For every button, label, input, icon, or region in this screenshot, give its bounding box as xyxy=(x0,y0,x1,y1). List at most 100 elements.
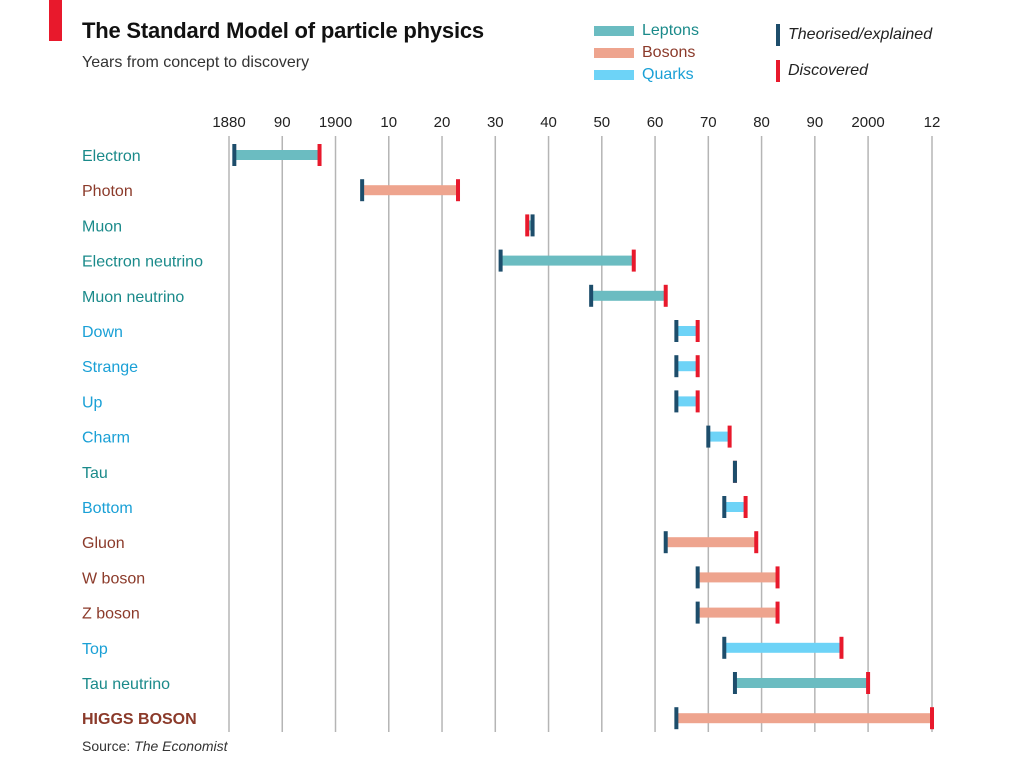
chart-subtitle: Years from concept to discovery xyxy=(82,54,310,71)
range-bar xyxy=(697,572,778,583)
theorised-marker xyxy=(674,320,679,342)
range-bar xyxy=(724,502,746,512)
row-label: Electron neutrino xyxy=(82,254,203,271)
x-tick-label: 80 xyxy=(753,114,770,131)
discovered-marker xyxy=(456,179,461,202)
row-label: HIGGS BOSON xyxy=(82,711,197,728)
x-tick-label: 12 xyxy=(924,114,941,131)
row-label: W boson xyxy=(82,570,145,587)
discovered-marker xyxy=(775,601,780,624)
row-label: Strange xyxy=(82,359,138,376)
legend-theorised-marker xyxy=(776,24,780,46)
row-label: Gluon xyxy=(82,535,125,552)
theorised-marker xyxy=(530,214,535,237)
range-bar xyxy=(676,396,698,407)
legend-discovered: Discovered xyxy=(776,60,868,82)
theorised-marker xyxy=(695,566,700,589)
legend-leptons: Leptons xyxy=(594,22,699,40)
row-label: Bottom xyxy=(82,500,133,517)
theorised-marker xyxy=(722,636,727,659)
legend-bosons-swatch xyxy=(594,48,634,58)
discovered-marker xyxy=(695,320,700,342)
discovered-marker xyxy=(866,672,871,694)
chart-title: The Standard Model of particle physics xyxy=(82,18,484,43)
theorised-marker xyxy=(695,601,700,624)
theorised-marker xyxy=(674,390,679,413)
discovered-marker xyxy=(695,390,700,413)
row-label: Z boson xyxy=(82,606,140,623)
x-tick-label: 30 xyxy=(487,114,504,131)
theorised-marker xyxy=(674,707,679,730)
legend-bosons: Bosons xyxy=(594,44,695,62)
discovered-marker xyxy=(631,249,636,272)
theorised-marker xyxy=(360,179,365,202)
theorised-marker xyxy=(663,531,668,554)
legend-leptons-swatch xyxy=(594,26,634,36)
discovered-marker xyxy=(743,496,748,518)
theorised-marker xyxy=(232,144,237,166)
row-label: Tau xyxy=(82,465,108,482)
range-bar xyxy=(734,678,869,688)
discovered-marker xyxy=(663,284,668,307)
x-tick-label: 2000 xyxy=(851,114,884,131)
discovered-marker xyxy=(775,566,780,589)
range-bar xyxy=(676,713,932,724)
legend-theorised-label: Theorised/explained xyxy=(788,26,933,43)
discovered-marker xyxy=(930,707,934,730)
theorised-marker xyxy=(722,496,727,518)
range-bar xyxy=(708,431,730,442)
x-tick-label: 40 xyxy=(540,114,557,131)
x-tick-label: 1900 xyxy=(319,114,352,131)
range-bar xyxy=(676,326,698,336)
legend-quarks-label: Quarks xyxy=(642,66,694,83)
x-tick-label: 1880 xyxy=(212,114,245,131)
source-note: Source: The Economist xyxy=(82,738,228,754)
theorised-marker xyxy=(589,284,594,307)
x-tick-label: 50 xyxy=(593,114,610,131)
discovered-marker xyxy=(839,636,844,659)
row-label: Muon xyxy=(82,218,122,235)
range-bar xyxy=(591,290,666,301)
x-tick-label: 20 xyxy=(434,114,451,131)
range-bar xyxy=(362,185,459,196)
row-label: Top xyxy=(82,641,108,658)
row-label: Photon xyxy=(82,183,133,200)
range-bar xyxy=(724,642,842,653)
row-label: Muon neutrino xyxy=(82,289,184,306)
legend-leptons-label: Leptons xyxy=(642,22,699,39)
discovered-marker xyxy=(727,425,732,448)
x-tick-label: 70 xyxy=(700,114,717,131)
theorised-marker xyxy=(732,460,737,483)
legend-bosons-label: Bosons xyxy=(642,44,696,61)
theorised-marker xyxy=(498,249,503,272)
x-tick-label: 90 xyxy=(806,114,823,131)
range-bar xyxy=(676,361,698,372)
x-tick-label: 60 xyxy=(647,114,664,131)
row-label: Charm xyxy=(82,430,130,447)
legend-quarks: Quarks xyxy=(594,66,694,84)
range-bar xyxy=(234,150,320,160)
accent-bar xyxy=(49,0,62,41)
x-tick-label: 90 xyxy=(274,114,291,131)
discovered-marker xyxy=(754,531,759,554)
discovered-marker xyxy=(525,214,530,237)
legend-discovered-marker xyxy=(776,60,780,82)
row-label: Tau neutrino xyxy=(82,676,170,693)
range-bar xyxy=(527,220,533,231)
row-label: Down xyxy=(82,324,123,341)
x-tick-label: 10 xyxy=(380,114,397,131)
source-name: The Economist xyxy=(134,738,228,754)
source-prefix: Source: xyxy=(82,738,135,754)
row-label: Electron xyxy=(82,148,141,165)
theorised-marker xyxy=(706,425,711,448)
legend-theorised: Theorised/explained xyxy=(776,24,932,46)
row-label: Up xyxy=(82,394,103,411)
legend-quarks-swatch xyxy=(594,70,634,80)
range-bar xyxy=(697,607,778,618)
theorised-marker xyxy=(674,355,679,378)
range-bar xyxy=(665,537,757,548)
discovered-marker xyxy=(317,144,322,166)
range-bar xyxy=(500,255,634,266)
discovered-marker xyxy=(695,355,700,378)
